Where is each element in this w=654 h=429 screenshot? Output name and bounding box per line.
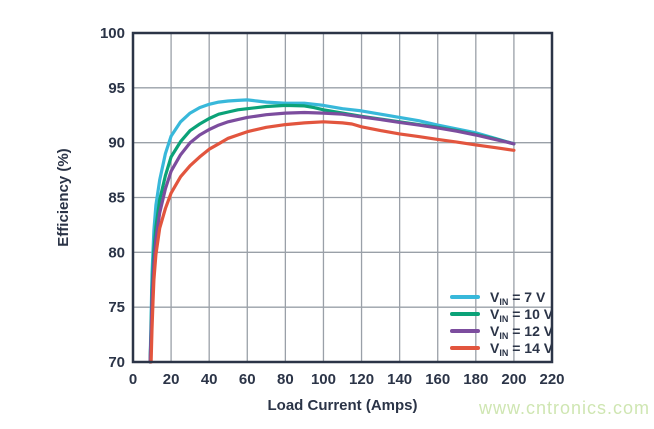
x-tick-label: 0 [129,371,137,388]
x-axis-title: Load Current (Amps) [268,397,418,414]
x-tick-label: 80 [277,371,294,388]
x-tick-label: 140 [387,371,412,388]
watermark: www.cntronics.com [478,398,650,418]
series-line-vin-7-v [148,98,516,364]
y-tick-label: 90 [108,135,125,152]
legend-label-vin-10-v: VIN = 10 V [490,306,554,324]
x-tick-label: 60 [239,371,256,388]
x-tick-label: 100 [311,371,336,388]
x-tick-label: 180 [463,371,488,388]
series-line-vin-14-v [149,120,516,364]
legend-label-vin-7-v: VIN = 7 V [490,289,546,307]
x-tick-label: 120 [349,371,374,388]
x-tick-label: 20 [163,371,180,388]
x-tick-label: 220 [539,371,564,388]
series-line-vin-12-v [148,110,516,364]
legend-label-vin-12-v: VIN = 12 V [490,323,554,341]
y-axis-title: Efficiency (%) [55,148,72,246]
x-tick-label: 40 [201,371,218,388]
x-tick-label: 160 [425,371,450,388]
y-tick-label: 100 [100,25,125,42]
y-tick-label: 80 [108,244,125,261]
plot-frame [131,31,554,364]
y-tick-label: 70 [108,354,125,371]
y-tick-label: 85 [108,190,125,207]
legend-label-vin-14-v: VIN = 14 V [490,340,554,358]
y-tick-label: 75 [108,299,125,316]
x-tick-label: 200 [501,371,526,388]
y-tick-label: 95 [108,80,125,97]
